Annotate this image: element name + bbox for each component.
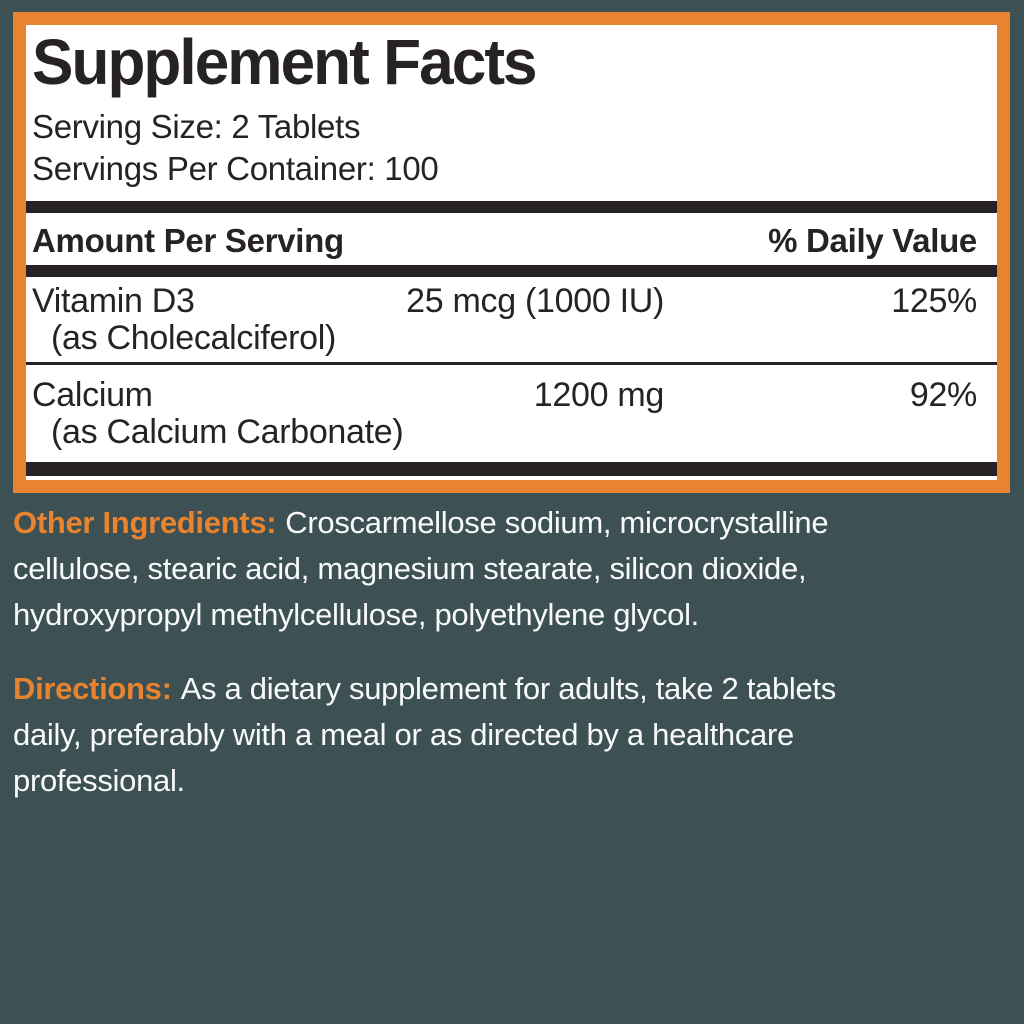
nutrient-name-cell: Calcium (as Calcium Carbonate) [32,376,404,451]
nutrient-form: (as Cholecalciferol) [51,319,336,357]
other-ingredients-section: Other Ingredients: Croscarmellose sodium,… [13,500,1018,638]
other-ingredients-label: Other Ingredients: [13,505,277,540]
divider-bar-top [26,201,997,213]
nutrient-form: (as Calcium Carbonate) [51,413,404,451]
directions-line: professional. [13,763,185,798]
panel-title: Supplement Facts [32,26,538,98]
column-header-daily-value: % Daily Value [768,222,977,259]
other-ingredients-line: cellulose, stearic acid, magnesium stear… [13,551,807,586]
supplement-facts-panel: Supplement Facts Serving Size: 2 Tablets… [13,12,1010,493]
directions-line: daily, preferably with a meal or as dire… [13,717,794,752]
nutrient-row-vitamin-d3: Vitamin D3 (as Cholecalciferol) 25 mcg (… [32,277,991,362]
nutrient-name: Vitamin D3 [32,282,195,320]
divider-bar-header [26,265,997,277]
table-header-row: Amount Per Serving % Daily Value [32,222,991,260]
other-ingredients-line: hydroxypropyl methylcellulose, polyethyl… [13,597,699,632]
directions-label: Directions: [13,671,172,706]
nutrient-amount: 1200 mg [533,376,665,414]
nutrient-row-calcium: Calcium (as Calcium Carbonate) 1200 mg 9… [32,365,991,458]
servings-per-container: Servings Per Container: 100 [32,150,439,187]
nutrient-name-cell: Vitamin D3 (as Cholecalciferol) [32,283,372,357]
directions-section: Directions: As a dietary supplement for a… [13,666,1018,804]
nutrient-amount: 25 mcg (1000 IU) [406,282,664,320]
row-divider-line [26,362,997,365]
column-header-amount-per-serving: Amount Per Serving [32,222,344,259]
serving-size: Serving Size: 2 Tablets [32,108,361,145]
divider-bar-bottom [26,462,997,476]
other-ingredients-line: Other Ingredients: Croscarmellose sodium,… [13,500,1018,546]
nutrient-daily-value: 125% [891,282,977,320]
other-ingredients-text: Croscarmellose sodium, microcrystalline [285,505,829,540]
directions-text: As a dietary supplement for adults, take… [180,671,837,706]
nutrient-daily-value: 92% [909,376,977,414]
directions-line: Directions: As a dietary supplement for a… [13,666,1018,712]
nutrient-name: Calcium [32,376,153,414]
